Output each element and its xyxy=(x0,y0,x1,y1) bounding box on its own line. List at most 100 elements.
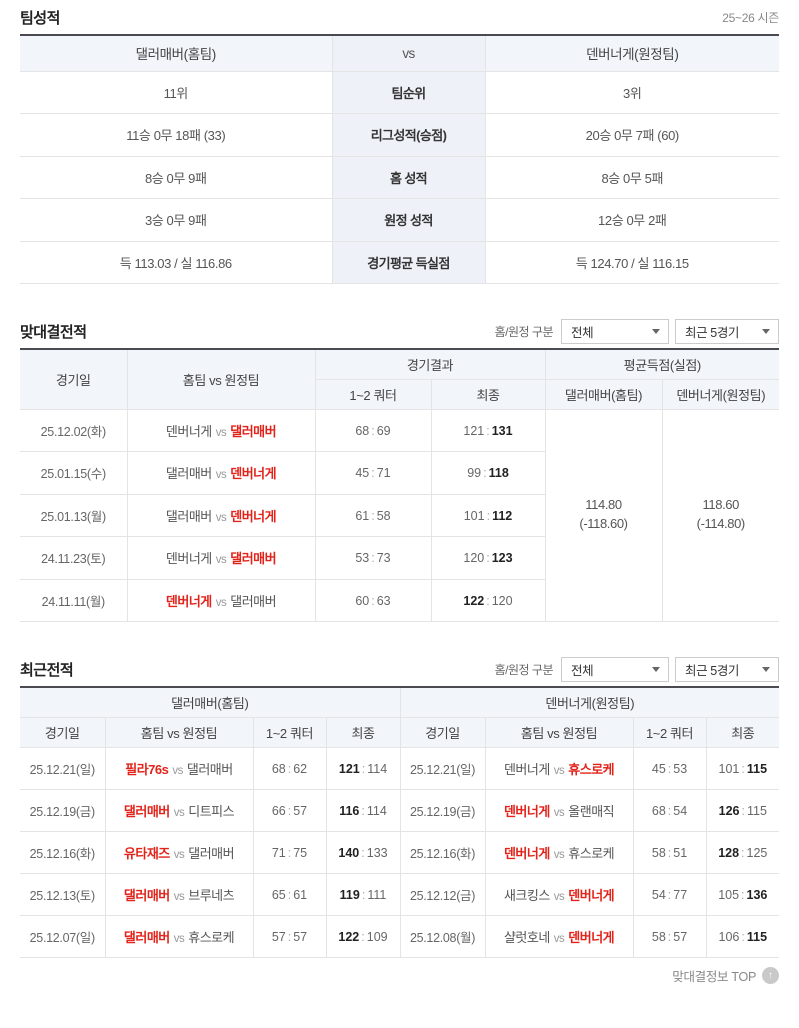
score-right: 57 xyxy=(293,803,308,818)
matchup-text: 새크킹스 vs 덴버너게 xyxy=(504,888,615,903)
score-text: 45:71 xyxy=(355,466,390,480)
final-score-cell: 128:125 xyxy=(705,831,780,874)
away-value: 12승 0무 2패 xyxy=(484,198,779,242)
score-left: 120 xyxy=(463,551,485,566)
score-left: 122 xyxy=(338,929,360,944)
table-row: 25.12.07(일) 댈러매버 vs 휴스로케 57:57 122:109 25.12.0… xyxy=(20,915,780,958)
score-separator: : xyxy=(287,929,292,944)
score-separator: : xyxy=(287,887,292,902)
score-right: 53 xyxy=(673,761,688,776)
avg-home-main: 114.80 xyxy=(585,497,622,513)
chevron-down-icon xyxy=(652,329,660,334)
quarter-score-cell: 60:63 xyxy=(314,579,432,622)
home-value: 11승 0무 18패 (33) xyxy=(20,113,333,157)
vs-label: vs xyxy=(553,806,565,819)
vs-label: vs xyxy=(173,806,185,819)
score-separator: : xyxy=(667,887,672,902)
score-separator: : xyxy=(287,761,292,776)
vs-label: vs xyxy=(215,511,227,524)
vs-label: vs xyxy=(173,932,185,945)
table-row: 25.01.13(월) 댈러매버 vs 덴버너게 61:58 101:112 xyxy=(20,494,779,537)
score-text: 128:125 xyxy=(718,846,767,860)
away-value: 20승 0무 7패 (60) xyxy=(484,113,779,157)
table-row: 24.11.23(토) 덴버너게 vs 댈러매버 53:73 120:123 xyxy=(20,536,779,580)
score-text: 140:133 xyxy=(338,846,387,860)
score-text: 66:57 xyxy=(272,804,307,818)
home-team-name: 댈러매버 xyxy=(165,508,212,524)
vs-label: vs xyxy=(215,596,227,609)
chevron-down-icon xyxy=(652,667,660,672)
h2h-table: 경기일 홈팀 vs 원정팀 경기결과 평균득점(실점) 1~2 쿼터 최종 댈러… xyxy=(20,348,779,622)
score-right: 136 xyxy=(746,887,768,902)
home-team-name: 댈러매버 xyxy=(165,466,212,482)
recent-filter-label: 홈/원정 구분 xyxy=(494,662,554,677)
table-row: 득 113.03 / 실 116.86 경기평균 득실점 득 124.70 / … xyxy=(20,241,779,284)
score-text: 53:73 xyxy=(355,551,390,565)
quarter-score-cell: 68:54 xyxy=(632,789,707,832)
final-score-cell: 121:114 xyxy=(325,747,401,790)
score-text: 121:114 xyxy=(339,762,387,776)
date-cell: 25.01.15(수) xyxy=(20,451,128,495)
page-root: 팀성적 25~26 시즌 댈러매버(홈팀) vs 덴버너게(원정팀) 11위 팀… xyxy=(20,10,780,984)
vs-label: vs xyxy=(215,469,227,482)
h2h-count-select[interactable]: 최근 5경기 xyxy=(675,318,779,344)
matchup-text: 유타재즈 vs 댈러매버 xyxy=(124,846,235,861)
recent-scope-select[interactable]: 전체 xyxy=(561,656,669,682)
matchup-cell: 유타재즈 vs 댈러매버 xyxy=(104,831,254,874)
matchup-cell: 덴버너게 vs 댈러매버 xyxy=(126,409,316,452)
back-to-top-link[interactable]: 맞대결정보 TOP xyxy=(672,969,756,984)
matchup-text: 댈러매버 vs 덴버너게 xyxy=(165,466,277,482)
matchup-text: 댈러매버 vs 덴버너게 xyxy=(165,508,277,524)
score-separator: : xyxy=(371,466,375,481)
score-right: 131 xyxy=(491,423,513,438)
row-label: 리그성적(승점) xyxy=(331,113,486,157)
quarter-score-cell: 58:57 xyxy=(632,915,707,958)
matchup-text: 덴버너게 vs 휴스로케 xyxy=(504,846,615,861)
quarter-score-cell: 65:61 xyxy=(252,873,327,916)
vs-label: vs xyxy=(553,764,565,777)
recent-filters: 홈/원정 구분 전체 최근 5경기 xyxy=(494,656,779,682)
score-left: 121 xyxy=(338,761,360,776)
matchup-cell: 새크킹스 vs 덴버너게 xyxy=(484,873,634,916)
quarter-score-cell: 45:71 xyxy=(314,451,432,495)
chevron-down-icon xyxy=(762,329,770,334)
vs-label: vs xyxy=(553,932,565,945)
score-separator: : xyxy=(361,845,365,860)
h2h-scope-value: 전체 xyxy=(571,325,594,340)
arrow-up-icon[interactable]: ↑ xyxy=(762,966,779,984)
match-date: 25.01.13(월) xyxy=(40,509,106,524)
col-header-quarter-home: 1~2 쿼터 xyxy=(252,717,327,748)
h2h-filter-label: 홈/원정 구분 xyxy=(494,324,554,339)
col-header-matchup-home: 홈팀 vs 원정팀 xyxy=(104,717,254,748)
score-separator: : xyxy=(371,423,375,438)
date-cell: 25.12.16(화) xyxy=(20,831,106,874)
score-left: 68 xyxy=(271,761,286,776)
home-value: 3승 0무 9패 xyxy=(20,198,333,242)
table-row: 3승 0무 9패 원정 성적 12승 0무 2패 xyxy=(20,198,779,242)
matchup-cell: 덴버너게 vs 휴스로케 xyxy=(484,747,634,790)
score-right: 133 xyxy=(366,845,388,860)
score-text: 119:111 xyxy=(340,888,387,902)
score-separator: : xyxy=(667,803,672,818)
table-header-row-sub: 1~2 쿼터 최종 댈러매버(홈팀) 덴버너게(원정팀) xyxy=(20,379,779,410)
quarter-score-cell: 58:51 xyxy=(632,831,707,874)
quarter-score-cell: 54:77 xyxy=(632,873,707,916)
matchup-cell: 댈러매버 vs 디트피스 xyxy=(104,789,254,832)
vs-label: vs xyxy=(173,890,185,903)
score-text: 45:53 xyxy=(652,762,687,776)
matchup-cell: 덴버너게 vs 댈러매버 xyxy=(126,536,316,580)
table-header-row: 댈러매버(홈팀) vs 덴버너게(원정팀) xyxy=(20,35,779,72)
match-date: 25.01.15(수) xyxy=(40,467,106,482)
score-separator: : xyxy=(667,761,672,776)
date-cell: 25.12.02(화) xyxy=(20,409,128,452)
vs-label: vs xyxy=(553,890,565,903)
match-date: 25.12.08(월) xyxy=(409,930,476,945)
h2h-scope-select[interactable]: 전체 xyxy=(561,318,669,344)
recent-count-select[interactable]: 최근 5경기 xyxy=(675,656,779,682)
away-value: 3위 xyxy=(484,71,779,114)
score-right: 114 xyxy=(366,803,387,818)
final-score-cell: 122:109 xyxy=(325,915,401,958)
score-text: 57:57 xyxy=(272,930,307,944)
matchup-cell: 샬럿호네 vs 덴버너게 xyxy=(484,915,634,958)
score-left: 57 xyxy=(271,929,286,944)
